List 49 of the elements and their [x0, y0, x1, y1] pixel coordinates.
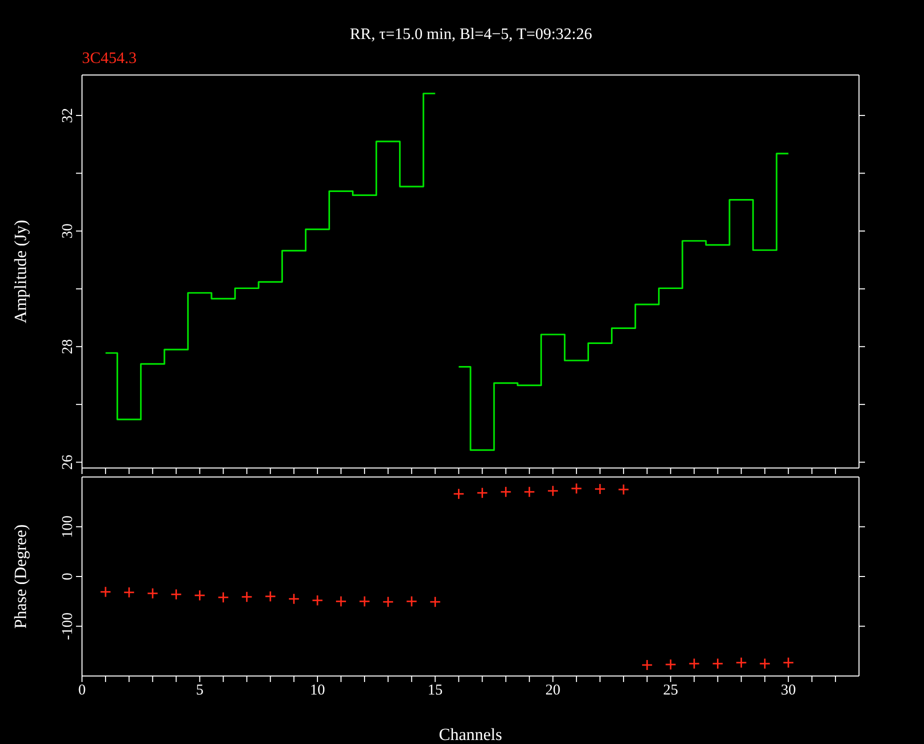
point	[759, 658, 771, 670]
point	[312, 594, 324, 606]
point	[547, 485, 559, 497]
point	[641, 659, 653, 671]
point	[452, 488, 464, 500]
x-tick-label: 0	[78, 682, 86, 699]
y-tick-label: 100	[60, 516, 76, 538]
point	[194, 590, 206, 602]
x-tick-label: 5	[196, 682, 204, 699]
point	[100, 586, 112, 598]
point	[218, 592, 230, 604]
point	[429, 596, 441, 608]
y-tick-label: 26	[60, 454, 76, 470]
point	[358, 596, 370, 608]
point	[618, 484, 630, 496]
x-tick-label: 10	[310, 682, 325, 699]
point	[500, 486, 512, 498]
point	[736, 656, 748, 668]
point	[664, 658, 676, 670]
point	[524, 486, 536, 498]
x-tick-label: 30	[780, 682, 796, 699]
point	[712, 658, 724, 670]
y-tick-label: 32	[60, 108, 76, 123]
point	[782, 656, 794, 668]
point	[406, 596, 418, 608]
point	[688, 658, 700, 670]
point	[382, 596, 394, 608]
point	[594, 483, 606, 495]
point	[570, 482, 582, 494]
point	[123, 586, 135, 598]
point	[288, 593, 300, 605]
x-tick-label: 25	[663, 682, 678, 699]
chart-subtitle: 3C454.3	[82, 50, 138, 69]
point	[241, 591, 253, 603]
y-tick-label: 28	[60, 339, 76, 354]
y-tick-label: 0	[60, 572, 76, 580]
x-axis-title: Channels	[438, 725, 502, 744]
point	[146, 588, 158, 600]
y-tick-label: 30	[60, 224, 76, 239]
point	[264, 590, 276, 602]
point	[335, 596, 347, 608]
point	[170, 588, 182, 600]
x-tick-label: 15	[428, 682, 443, 699]
point	[476, 487, 488, 499]
y-tick-label: -100	[60, 612, 76, 640]
chart-title: RR, τ=15.0 min, Bl=4−5, T=09:32:26	[348, 25, 594, 44]
x-tick-label: 20	[545, 682, 560, 699]
y-axis-title: Phase (Degree)	[11, 524, 30, 629]
y-axis-title: Amplitude (Jy)	[11, 220, 30, 324]
